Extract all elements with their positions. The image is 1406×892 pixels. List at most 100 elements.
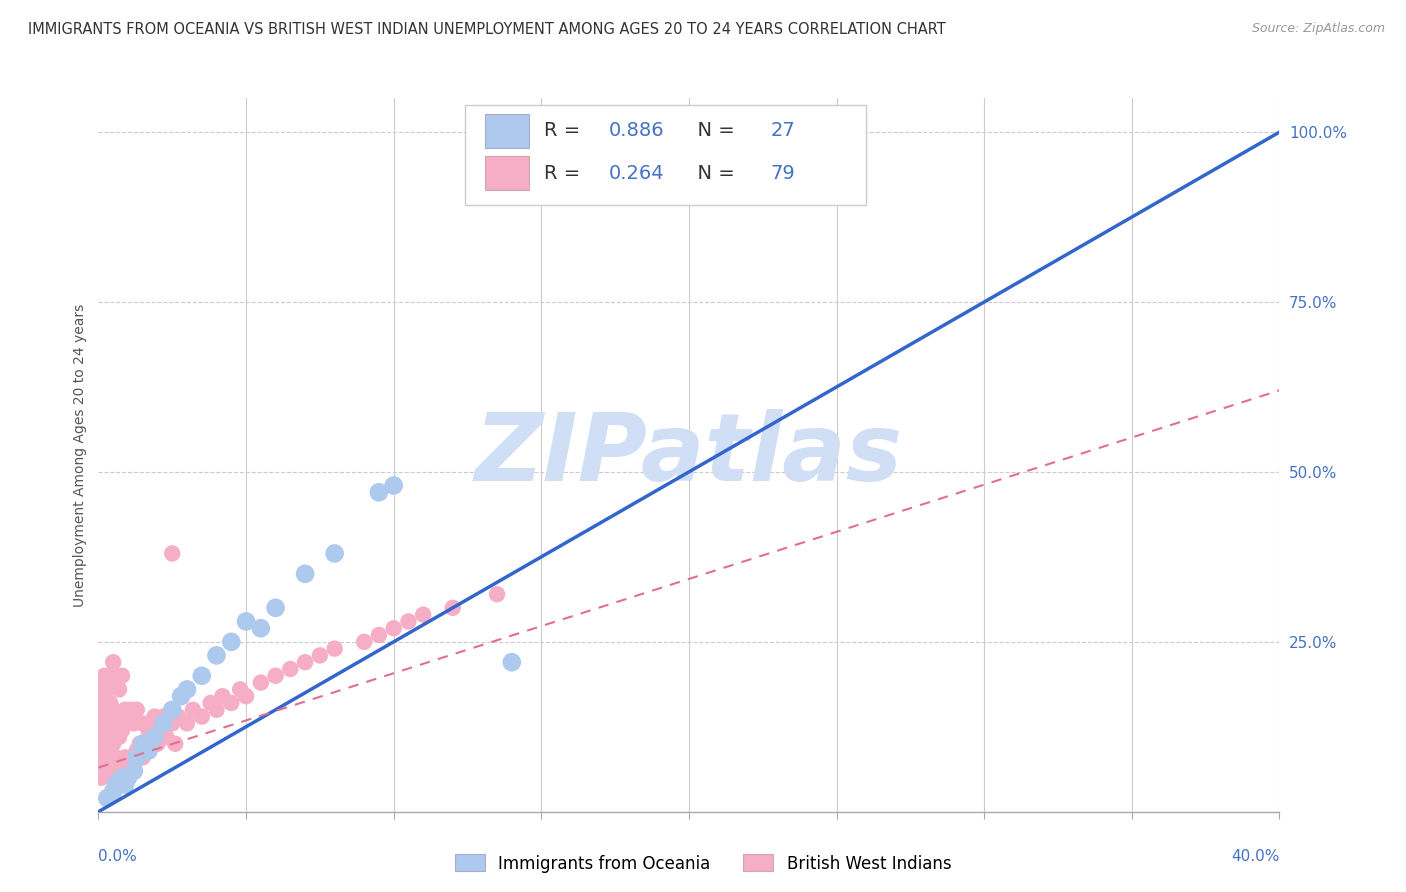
Text: N =: N = <box>685 121 741 140</box>
Point <box>103 737 125 751</box>
Point <box>128 737 150 751</box>
Point <box>108 682 131 697</box>
Legend: Immigrants from Oceania, British West Indians: Immigrants from Oceania, British West In… <box>449 847 957 880</box>
Point <box>103 655 125 669</box>
Point <box>165 737 187 751</box>
Point <box>138 723 160 738</box>
Point <box>98 696 121 710</box>
Point <box>200 696 222 710</box>
Point <box>138 743 160 757</box>
Point <box>250 675 273 690</box>
Point <box>146 737 169 751</box>
Point <box>122 757 145 772</box>
Y-axis label: Unemployment Among Ages 20 to 24 years: Unemployment Among Ages 20 to 24 years <box>73 303 87 607</box>
Point <box>501 655 523 669</box>
Text: N =: N = <box>685 164 741 183</box>
FancyBboxPatch shape <box>464 105 866 205</box>
Point <box>132 737 155 751</box>
Point <box>125 743 148 757</box>
Text: R =: R = <box>544 121 586 140</box>
Point <box>120 703 142 717</box>
Point <box>264 600 287 615</box>
Bar <box>485 156 530 191</box>
Point <box>93 737 115 751</box>
Point <box>149 723 172 738</box>
Point <box>398 615 420 629</box>
Point <box>368 628 391 642</box>
Point <box>90 682 112 697</box>
Point <box>280 662 302 676</box>
Point <box>191 709 214 723</box>
Point <box>122 716 145 731</box>
Point <box>353 635 375 649</box>
Point <box>486 587 509 601</box>
Point <box>382 478 405 492</box>
Point <box>221 635 243 649</box>
Text: 0.264: 0.264 <box>609 164 664 183</box>
Point <box>111 669 134 683</box>
Point <box>382 621 405 635</box>
Point <box>221 696 243 710</box>
Point <box>264 669 287 683</box>
Point <box>105 750 128 764</box>
Point <box>250 621 273 635</box>
Text: ZIPatlas: ZIPatlas <box>475 409 903 501</box>
Point <box>323 641 346 656</box>
Point <box>205 648 228 663</box>
Point <box>98 723 121 738</box>
Point <box>103 784 125 798</box>
Point <box>93 696 115 710</box>
Point <box>90 737 112 751</box>
Point <box>96 791 118 805</box>
Point <box>108 730 131 744</box>
Bar <box>485 113 530 148</box>
Text: 40.0%: 40.0% <box>1232 849 1279 864</box>
Point <box>152 716 174 731</box>
Point <box>132 716 155 731</box>
Point <box>176 716 198 731</box>
Point <box>105 778 128 792</box>
Point <box>117 771 139 785</box>
Point <box>96 682 118 697</box>
Point <box>181 703 204 717</box>
Text: 27: 27 <box>770 121 796 140</box>
Point <box>90 771 112 785</box>
Point <box>103 757 125 772</box>
Point <box>105 716 128 731</box>
Point <box>323 546 346 560</box>
Point <box>170 689 193 703</box>
Text: 0.0%: 0.0% <box>98 849 138 864</box>
Point <box>96 743 118 757</box>
Point <box>114 703 136 717</box>
Point <box>105 669 128 683</box>
Point <box>294 566 316 581</box>
Point <box>143 730 166 744</box>
Point <box>90 750 112 764</box>
Point <box>205 703 228 717</box>
Point <box>176 682 198 697</box>
Point <box>111 757 134 772</box>
Point <box>229 682 252 697</box>
Point <box>125 750 148 764</box>
Point <box>125 703 148 717</box>
Point <box>167 709 190 723</box>
Point <box>96 709 118 723</box>
Point <box>155 730 177 744</box>
Point <box>93 716 115 731</box>
Point <box>114 778 136 792</box>
Point <box>111 723 134 738</box>
Text: 0.886: 0.886 <box>609 121 664 140</box>
Point <box>191 669 214 683</box>
Point <box>117 757 139 772</box>
Point <box>135 743 157 757</box>
Point <box>412 607 434 622</box>
Point <box>96 764 118 778</box>
Point <box>132 750 155 764</box>
Point <box>120 750 142 764</box>
Point <box>211 689 233 703</box>
Point <box>93 757 115 772</box>
Point <box>152 709 174 723</box>
Point <box>108 764 131 778</box>
Point <box>162 703 183 717</box>
Point <box>98 750 121 764</box>
